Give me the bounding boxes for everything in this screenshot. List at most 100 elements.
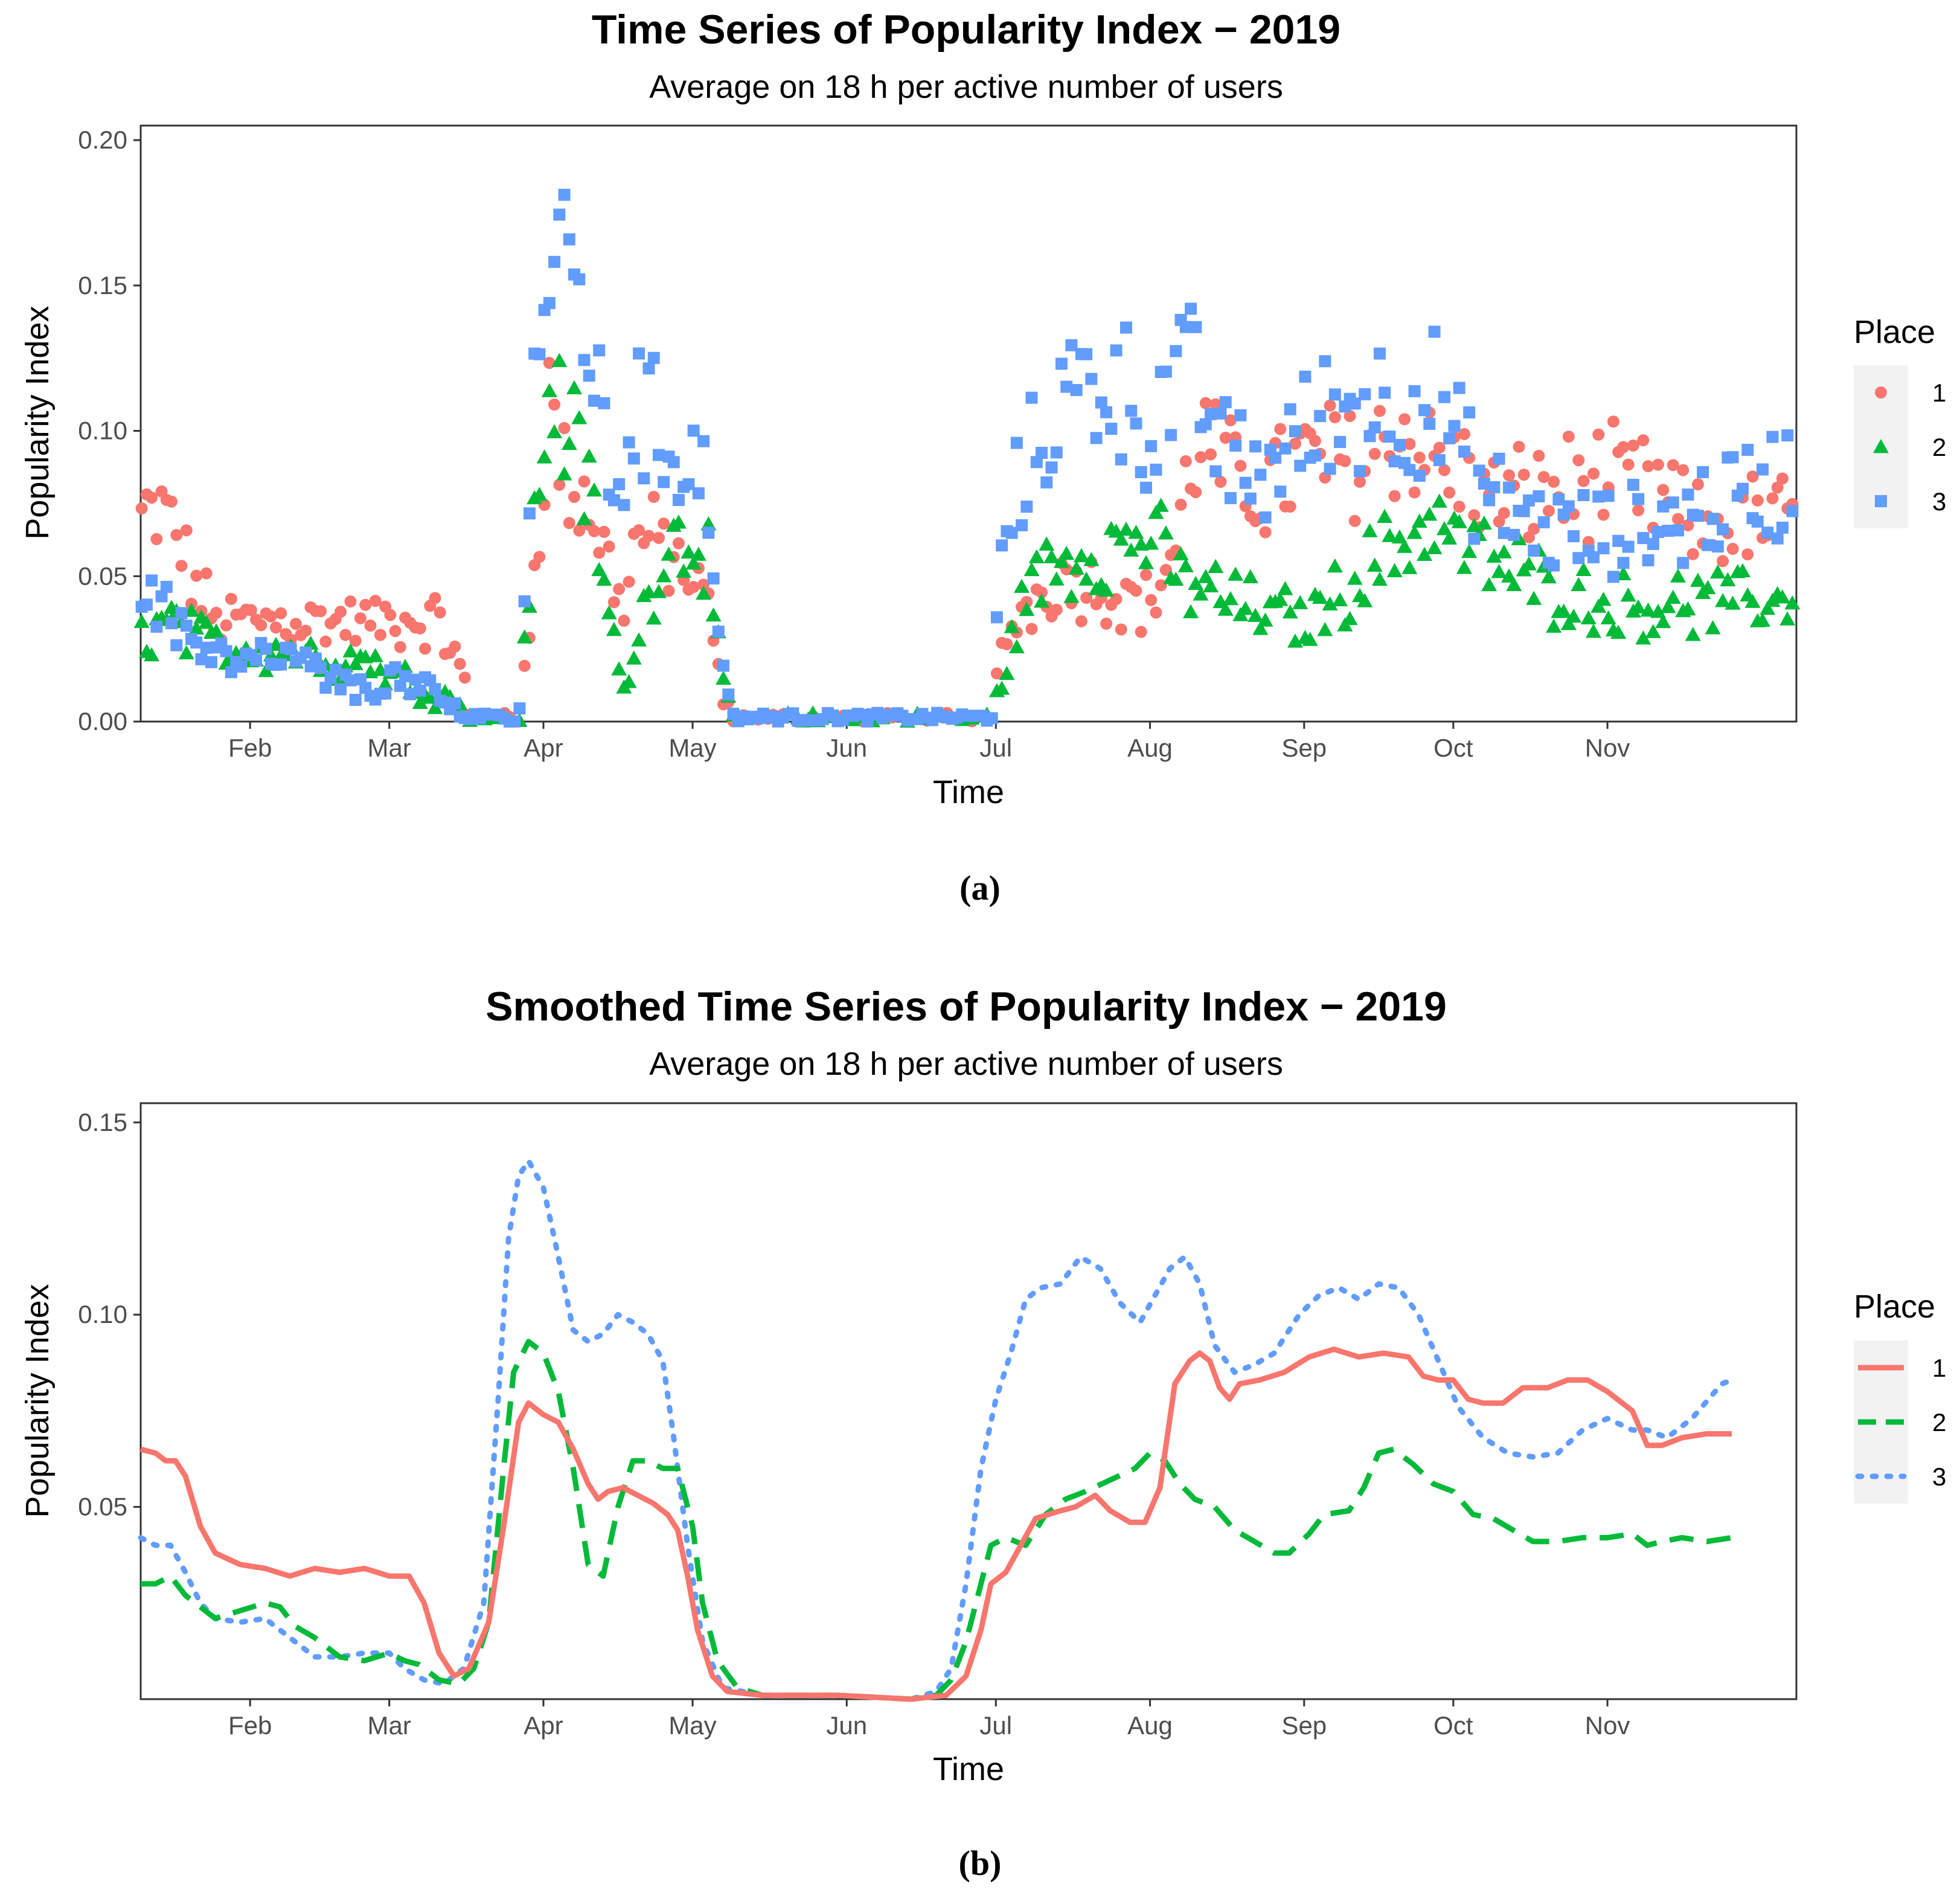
scatter-point-place-1 [1190,486,1202,499]
scatter-point-place-1 [220,619,232,632]
scatter-point-place-3 [1757,463,1769,476]
scatter-point-place-1 [1637,434,1650,447]
scatter-point-place-2 [596,571,612,586]
chart-b-legend-title: Place [1854,1289,1935,1325]
scatter-point-place-1 [414,622,426,635]
scatter-point-place-3 [1234,409,1247,421]
scatter-point-place-3 [1095,396,1107,409]
y-tick-label: 0.10 [78,417,127,445]
scatter-point-place-3 [1314,410,1327,423]
scatter-point-place-2 [1043,549,1060,563]
scatter-point-place-3 [523,507,536,520]
scatter-point-place-2 [1377,508,1393,523]
scatter-point-place-3 [533,348,546,360]
scatter-point-place-3 [1145,440,1158,452]
scatter-point-place-3 [1448,420,1461,432]
scatter-point-place-1 [1373,405,1386,417]
scatter-point-place-3 [1517,505,1530,517]
panel-a-scatter: Time Series of Popularity Index − 2019 A… [19,7,1946,908]
scatter-point-place-2 [1342,610,1358,626]
chart-b-marks [138,1158,1735,1702]
scatter-point-place-1 [1592,428,1605,441]
chart-b-caption: (b) [959,1843,1002,1883]
scatter-point-place-1 [1343,409,1356,422]
scatter-point-place-1 [354,612,367,624]
chart-a-y-axis: 0.00 0.05 0.10 0.15 0.20 [78,126,141,735]
scatter-point-place-1 [1503,469,1516,482]
scatter-point-place-2 [581,448,597,463]
scatter-point-place-3 [389,661,402,674]
y-tick-label: 0.15 [78,271,127,299]
scatter-point-place-2 [1610,624,1627,639]
scatter-point-place-1 [1642,460,1654,473]
scatter-point-place-1 [170,529,183,542]
scatter-point-place-3 [1478,477,1490,490]
scatter-point-place-3 [1497,527,1510,539]
scatter-point-place-2 [1595,591,1612,606]
scatter-point-place-1 [1453,501,1465,513]
scatter-point-place-3 [1438,391,1451,403]
scatter-point-place-1 [394,641,406,653]
scatter-point-place-3 [1677,557,1689,569]
scatter-point-place-2 [1113,531,1129,546]
scatter-point-place-1 [175,560,188,572]
scatter-point-place-3 [518,595,531,607]
scatter-point-place-3 [1379,386,1391,399]
scatter-point-place-2 [1421,506,1438,521]
scatter-point-place-3 [1637,532,1650,545]
scatter-point-place-2 [1586,624,1602,638]
scatter-point-place-1 [658,517,670,530]
scatter-point-place-2 [621,674,637,688]
scatter-point-place-1 [458,671,471,684]
scatter-point-place-3 [1622,540,1635,553]
scatter-point-place-3 [1761,527,1774,539]
scatter-point-place-1 [607,596,620,609]
scatter-point-place-1 [135,502,148,514]
scatter-point-place-3 [1308,449,1321,462]
scatter-point-place-1 [1130,584,1142,597]
scatter-point-place-2 [1560,616,1577,630]
legend-a-label-1: 1 [1932,379,1946,407]
scatter-point-place-1 [453,658,466,670]
scatter-point-place-3 [543,296,556,309]
scatter-point-place-3 [1443,432,1456,444]
scatter-point-place-3 [1070,383,1083,396]
scatter-point-place-2 [1391,529,1408,544]
scatter-point-place-1 [1289,437,1301,450]
scatter-point-place-3 [1120,321,1133,334]
scatter-point-place-2 [571,410,588,424]
scatter-point-place-1 [319,635,332,648]
scatter-point-place-2 [1004,619,1020,633]
x-tick-label: Jul [979,734,1012,762]
scatter-point-place-2 [656,568,672,583]
panel-b-lines: Smoothed Time Series of Popularity Index… [19,984,1946,1883]
scatter-point-place-3 [717,659,730,672]
scatter-point-place-3 [1294,460,1307,472]
scatter-point-place-2 [1302,632,1318,646]
scatter-point-place-3 [1433,453,1446,466]
scatter-point-place-3 [607,494,620,507]
scatter-point-place-1 [1348,514,1361,527]
scatter-point-place-1 [429,592,441,604]
x-tick-label: Sep [1281,1711,1327,1740]
scatter-point-place-3 [1005,527,1018,539]
scatter-point-place-3 [702,527,715,539]
scatter-point-place-2 [1575,562,1592,576]
scatter-point-place-1 [1259,526,1272,539]
scatter-point-place-3 [414,684,426,697]
scatter-point-place-2 [1640,602,1656,617]
scatter-point-place-3 [642,362,655,375]
scatter-point-place-1 [1468,509,1481,522]
scatter-point-place-2 [427,700,443,714]
scatter-point-place-3 [165,617,178,630]
scatter-point-place-2 [1203,578,1219,592]
scatter-point-place-2 [1426,540,1443,554]
scatter-point-place-2 [999,665,1015,681]
scatter-point-place-3 [1289,425,1301,438]
scatter-point-place-3 [638,472,650,485]
scatter-point-place-2 [178,645,194,659]
scatter-point-place-1 [449,640,461,653]
x-tick-label: Apr [524,1711,563,1740]
scatter-point-place-3 [1040,476,1053,488]
scatter-point-place-2 [536,449,552,464]
